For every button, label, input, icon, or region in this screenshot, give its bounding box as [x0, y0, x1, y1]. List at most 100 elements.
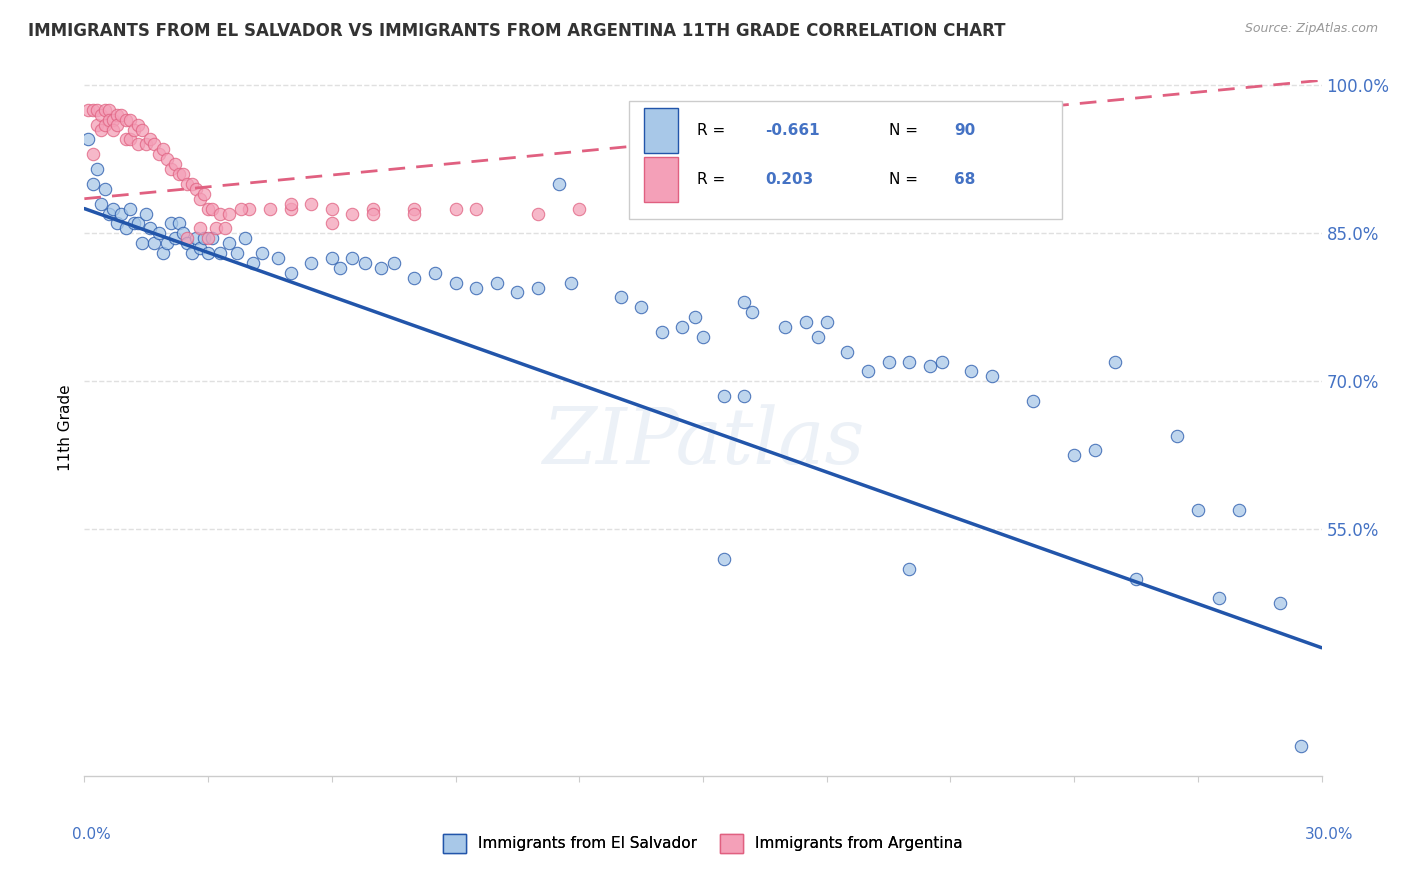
Point: [321, 216, 343, 230]
Point: [94, 118, 117, 132]
Point: [741, 305, 763, 319]
Point: [82, 147, 104, 161]
Point: [342, 206, 364, 220]
Point: [127, 137, 149, 152]
Text: R =: R =: [697, 123, 730, 138]
Point: [114, 112, 136, 127]
Point: [201, 231, 224, 245]
Point: [980, 369, 1002, 384]
Point: [167, 216, 190, 230]
Point: [165, 157, 187, 171]
Point: [86, 118, 108, 132]
Point: [404, 270, 426, 285]
Point: [1289, 739, 1312, 754]
Text: Source: ZipAtlas.com: Source: ZipAtlas.com: [1244, 22, 1378, 36]
Point: [218, 206, 240, 220]
Point: [105, 108, 128, 122]
Text: ZIPatlas: ZIPatlas: [541, 404, 865, 480]
Point: [229, 202, 252, 216]
Point: [131, 236, 153, 251]
Point: [353, 256, 375, 270]
Point: [114, 221, 136, 235]
Point: [299, 256, 322, 270]
Point: [86, 103, 108, 117]
Point: [77, 103, 100, 117]
Point: [361, 202, 384, 216]
Point: [877, 354, 900, 368]
Point: [280, 266, 302, 280]
Point: [713, 552, 735, 566]
Point: [1104, 354, 1126, 368]
Point: [176, 231, 198, 245]
Point: [527, 206, 550, 220]
Point: [250, 246, 273, 260]
Point: [342, 251, 364, 265]
Point: [98, 112, 121, 127]
Point: [1187, 502, 1209, 516]
Point: [837, 344, 859, 359]
FancyBboxPatch shape: [644, 108, 678, 153]
Point: [110, 108, 132, 122]
Point: [226, 246, 249, 260]
Point: [156, 236, 179, 251]
Point: [506, 285, 529, 300]
Point: [152, 142, 174, 156]
Text: R =: R =: [697, 172, 730, 187]
Text: 30.0%: 30.0%: [1305, 827, 1353, 841]
Point: [165, 231, 187, 245]
Point: [242, 256, 264, 270]
Point: [733, 295, 755, 310]
Point: [404, 202, 426, 216]
FancyBboxPatch shape: [628, 101, 1062, 219]
Point: [188, 221, 211, 235]
Point: [321, 251, 343, 265]
Text: -0.661: -0.661: [765, 123, 820, 138]
Point: [184, 231, 207, 245]
Point: [775, 320, 797, 334]
Point: [118, 202, 141, 216]
Point: [193, 231, 215, 245]
Point: [103, 112, 125, 127]
Point: [209, 246, 232, 260]
Point: [156, 153, 179, 167]
Point: [1227, 502, 1250, 516]
Point: [143, 137, 166, 152]
Point: [77, 132, 100, 146]
Point: [118, 112, 141, 127]
Point: [90, 122, 112, 136]
Point: [197, 246, 219, 260]
Point: [713, 389, 735, 403]
Text: 0.203: 0.203: [765, 172, 813, 187]
Point: [1084, 443, 1107, 458]
Point: [127, 118, 149, 132]
Point: [856, 364, 879, 378]
Point: [197, 202, 219, 216]
Point: [444, 276, 467, 290]
Point: [321, 202, 343, 216]
Point: [960, 364, 983, 378]
Point: [465, 280, 488, 294]
Point: [692, 330, 714, 344]
Point: [114, 132, 136, 146]
Point: [86, 162, 108, 177]
Point: [280, 202, 302, 216]
Point: [218, 236, 240, 251]
Point: [1270, 596, 1292, 610]
Point: [299, 196, 322, 211]
Point: [135, 137, 157, 152]
Point: [122, 216, 145, 230]
Point: [176, 236, 198, 251]
Point: [135, 206, 157, 220]
Point: [82, 177, 104, 191]
Point: [259, 202, 281, 216]
Point: [197, 231, 219, 245]
Point: [122, 122, 145, 136]
Point: [214, 221, 236, 235]
Point: [485, 276, 508, 290]
Point: [651, 325, 673, 339]
Point: [176, 177, 198, 191]
Point: [152, 246, 174, 260]
Point: [90, 196, 112, 211]
Point: [193, 186, 215, 201]
Point: [807, 330, 830, 344]
